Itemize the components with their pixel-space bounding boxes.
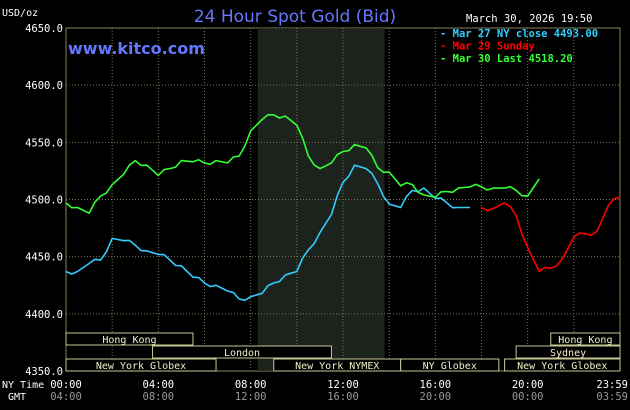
chart-title: 24 Hour Spot Gold (Bid) bbox=[194, 7, 396, 27]
x-tick-label-ny: 16:00 bbox=[420, 379, 452, 391]
session-bar bbox=[504, 358, 621, 372]
x-tick-label-ny: 23:59 bbox=[596, 379, 628, 391]
y-tick-label: 4650.0 bbox=[25, 23, 63, 35]
y-axis-ticks: 4650.0 4600.0 4550.0 4500.0 4450.0 4400.0 4350… bbox=[25, 23, 63, 378]
session-label: New York Globex bbox=[96, 361, 186, 372]
legend-item: - Mar 29 Sunday bbox=[440, 41, 536, 53]
session-bar bbox=[400, 358, 500, 372]
session-bar bbox=[515, 345, 621, 359]
session-bar bbox=[65, 358, 217, 372]
y-tick-label: 4600.0 bbox=[25, 80, 63, 92]
x-axis-ticks: 00:0004:0004:0008:0008:0012:0012:0016:00… bbox=[50, 379, 628, 403]
timestamp: March 30, 2026 19:50 bbox=[466, 13, 592, 25]
ny-time-label: NY Time bbox=[2, 380, 44, 391]
session-label: NY Globex bbox=[423, 361, 477, 372]
session-bar bbox=[65, 332, 194, 346]
x-tick-label-gmt: 12:00 bbox=[235, 391, 267, 403]
legend-item: - Mar 27 NY close 4493.00 bbox=[440, 28, 598, 40]
y-tick-label: 4350.0 bbox=[25, 366, 63, 378]
y-tick-label: 4400.0 bbox=[25, 309, 63, 321]
market-sessions: Hong Kong London New York Globex New York N… bbox=[65, 332, 621, 372]
x-tick-label-gmt: 16:00 bbox=[327, 391, 359, 403]
x-tick-label-gmt: 04:00 bbox=[50, 391, 82, 403]
session-label: Hong Kong bbox=[558, 335, 612, 346]
gmt-label: GMT bbox=[8, 392, 26, 403]
session-label: New York Globex bbox=[517, 361, 607, 372]
session-label: Hong Kong bbox=[102, 335, 156, 346]
series-line bbox=[65, 164, 470, 302]
x-tick-label-ny: 12:00 bbox=[327, 379, 359, 391]
x-tick-label-ny: 04:00 bbox=[143, 379, 175, 391]
x-tick-label-ny: 00:00 bbox=[50, 379, 82, 391]
session-bar bbox=[550, 332, 621, 346]
series-line bbox=[481, 196, 621, 273]
session-label: New York NYMEX bbox=[295, 361, 379, 372]
legend-item: - Mar 30 Last 4518.20 bbox=[440, 53, 573, 65]
unit-label: USD/oz bbox=[2, 8, 38, 19]
series-line bbox=[65, 113, 540, 214]
session-label: Sydney bbox=[550, 348, 586, 359]
x-tick-label-gmt: 00:00 bbox=[512, 391, 544, 403]
x-tick-label-ny: 08:00 bbox=[235, 379, 267, 391]
x-tick-label-ny: 20:00 bbox=[512, 379, 544, 391]
price-series bbox=[65, 113, 621, 302]
x-tick-label-gmt: 08:00 bbox=[143, 391, 175, 403]
session-bar bbox=[152, 345, 332, 359]
y-tick-label: 4550.0 bbox=[25, 137, 63, 149]
y-tick-label: 4500.0 bbox=[25, 195, 63, 207]
session-label: London bbox=[224, 348, 260, 359]
x-tick-label-gmt: 20:00 bbox=[420, 391, 452, 403]
site-watermark: www.kitco.com bbox=[68, 39, 205, 58]
legend: - Mar 27 NY close 4493.00- Mar 29 Sunday… bbox=[440, 28, 598, 65]
y-tick-label: 4450.0 bbox=[25, 252, 63, 264]
x-tick-label-gmt: 03:59 bbox=[596, 391, 628, 403]
